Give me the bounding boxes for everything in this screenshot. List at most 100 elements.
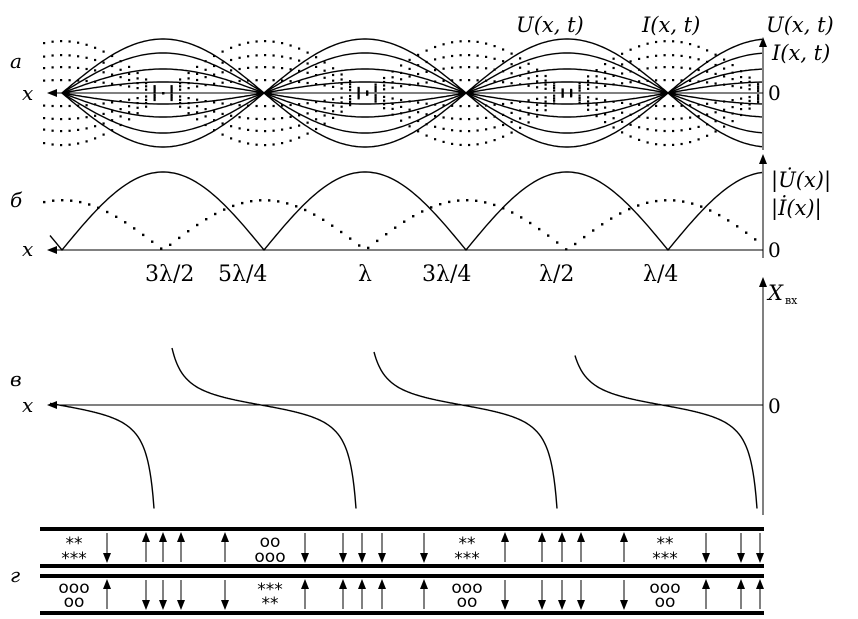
curve-dot (468, 105, 471, 108)
curve-dot (153, 85, 156, 88)
curve-dot (128, 78, 131, 82)
magnitude-dot (448, 200, 451, 204)
curve-dot (128, 98, 131, 101)
distance-label-4: 3λ/4 (422, 262, 471, 287)
curve-dot (315, 118, 318, 121)
magnitude-dot (583, 235, 586, 239)
curve-dot (731, 64, 734, 67)
curve-dot (374, 100, 377, 103)
curve-dot (510, 72, 513, 75)
curve-dot (519, 66, 522, 69)
curve-dot (604, 70, 607, 73)
curve-dot (578, 99, 581, 102)
curve-dot (502, 102, 505, 106)
magnitude-dot (601, 223, 604, 226)
curve-dot (281, 142, 284, 145)
charge-group-bottom-2: *** ** (257, 580, 283, 614)
curve-dot (612, 66, 615, 70)
magnitude-dot (403, 220, 406, 223)
curve-dot (247, 142, 250, 145)
curve-dot (731, 78, 734, 81)
magnitude-dot (115, 215, 118, 218)
curve-dot (621, 72, 624, 75)
curve-dot (247, 55, 250, 58)
curve-dot (646, 116, 649, 119)
curve-dot (43, 117, 46, 120)
distance-labels: 3λ/2 5λ/4 λ 3λ/4 λ/2 λ/4 (145, 262, 678, 287)
curve-dot (179, 85, 182, 88)
curve-dot (468, 54, 471, 57)
curve-dot (298, 69, 301, 72)
curve-dot (298, 124, 301, 127)
curve-dot (442, 79, 445, 82)
curve-dot (357, 94, 360, 97)
curve-dot (740, 86, 743, 89)
curve-dot (527, 70, 530, 73)
curve-dot (391, 107, 394, 110)
magnitude-dot (88, 203, 91, 206)
curve-dot (442, 104, 445, 107)
curve-dot (281, 117, 284, 120)
curve-dot (85, 104, 88, 107)
curve-dot (332, 104, 335, 107)
panel-b-zero: 0 (768, 238, 781, 262)
curve-dot (255, 54, 258, 57)
curve-dot (595, 115, 598, 118)
curve-dot (663, 66, 666, 69)
panel-a-zero: 0 (768, 81, 781, 105)
curve-dot (238, 140, 241, 143)
curve-dot (272, 66, 275, 69)
curve-dot (714, 82, 717, 85)
curve-dot (230, 69, 233, 72)
magnitude-dot (340, 230, 343, 234)
curve-dot (459, 143, 462, 146)
charge-symbols: ooo (58, 578, 89, 598)
magnitude-dot (250, 200, 253, 203)
curve-dot (629, 70, 632, 73)
curve-dot (255, 40, 258, 43)
curve-dot (451, 41, 454, 44)
curve-dot (544, 109, 547, 112)
curve-dot (570, 95, 573, 98)
curve-dot (323, 122, 326, 125)
curve-dot (136, 71, 139, 75)
curve-dot (349, 104, 352, 107)
magnitude-dot (223, 208, 226, 211)
curve-dot (272, 143, 275, 146)
curve-dot (757, 98, 760, 101)
curve-dot (706, 81, 709, 84)
curve-dot (230, 114, 233, 117)
curve-dot (706, 60, 709, 63)
curve-dot (425, 60, 428, 64)
curve-dot (723, 100, 726, 103)
curve-dot (587, 96, 590, 99)
curve-dot (306, 71, 309, 74)
curve-dot (646, 79, 649, 82)
curve-dot (238, 127, 241, 130)
curve-dot (578, 89, 581, 92)
curve-dot (502, 81, 505, 84)
magnitude-dot (385, 233, 388, 236)
magnitude-dot (160, 247, 163, 250)
curve-dot (706, 102, 709, 105)
curve-dot (255, 104, 258, 108)
curve-dot (77, 142, 80, 145)
magnitude-dot (565, 248, 568, 251)
magnitude-dot (502, 207, 505, 210)
curve-dot (374, 94, 377, 97)
curve-dot (43, 104, 46, 107)
curve-dot (638, 80, 641, 83)
curve-dot (60, 66, 63, 69)
curve-dot (527, 106, 530, 109)
charge-symbols: ooo (451, 578, 482, 598)
curve-dot (213, 119, 216, 122)
curve-dot (706, 134, 709, 137)
curve-dot (476, 129, 479, 132)
magnitude-dot (268, 199, 271, 202)
curve-dot (68, 143, 71, 146)
curve-dot (187, 82, 190, 85)
curve-dot (502, 123, 505, 127)
reactance-branch-3 (373, 351, 558, 509)
curve-dot (170, 97, 173, 100)
curve-dot (383, 80, 386, 84)
